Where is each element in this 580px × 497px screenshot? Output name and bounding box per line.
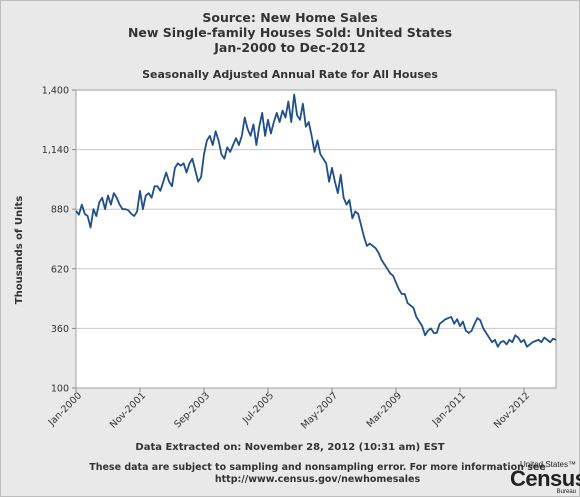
- x-tick-label: Jan-2000: [46, 390, 84, 428]
- census-logo: United States™ Census Bureau: [510, 460, 580, 495]
- chart-title-block: Source: New Home Sales New Single-family…: [0, 10, 580, 55]
- y-axis: 100 360 620 880 1,140 1,400: [42, 86, 76, 395]
- census-logo-main: Census: [510, 466, 580, 491]
- sampling-note-line-1: These data are subject to sampling and n…: [89, 462, 546, 473]
- y-tick-label: 100: [51, 384, 69, 395]
- chart-title-line-2: New Single-family Houses Sold: United St…: [127, 25, 453, 40]
- x-axis: Jan-2000 Nov-2001 Sep-2003 Jul-2005 May-2007…: [46, 388, 532, 431]
- plot-area: [75, 89, 557, 389]
- x-tick-label: Nov-2012: [492, 390, 532, 430]
- y-tick-label: 1,400: [42, 86, 69, 97]
- x-tick-label: Sep-2003: [172, 390, 212, 430]
- y-tick-label: 1,140: [42, 145, 69, 156]
- data-extracted-note: Data Extracted on: November 28, 2012 (10…: [135, 442, 445, 453]
- y-axis-label: Thousands of Units: [14, 196, 25, 304]
- sampling-note-url[interactable]: http://www.census.gov/newhomesales: [214, 474, 421, 485]
- y-tick-label: 620: [51, 264, 69, 275]
- x-tick-label: Jan-2011: [430, 390, 468, 428]
- census-logo-sub: Bureau: [556, 489, 576, 495]
- chart-title-line-1: Source: New Home Sales: [202, 10, 378, 25]
- census-logo-top: United States™: [519, 460, 576, 469]
- grid-lines: [76, 149, 556, 329]
- y-tick-label: 360: [51, 324, 69, 335]
- sampling-note: These data are subject to sampling and n…: [0, 462, 580, 486]
- x-tick-label: Nov-2001: [108, 390, 148, 430]
- x-tick-label: May-2007: [299, 390, 340, 431]
- chart-title-line-3: Jan-2000 to Dec-2012: [214, 40, 366, 55]
- y-tick-label: 880: [51, 205, 69, 216]
- chart-subtitle: Seasonally Adjusted Annual Rate for All …: [142, 68, 438, 81]
- x-tick-label: Mar-2009: [365, 390, 405, 430]
- x-tick-label: Jul-2005: [240, 390, 276, 426]
- series-line: [75, 93, 557, 348]
